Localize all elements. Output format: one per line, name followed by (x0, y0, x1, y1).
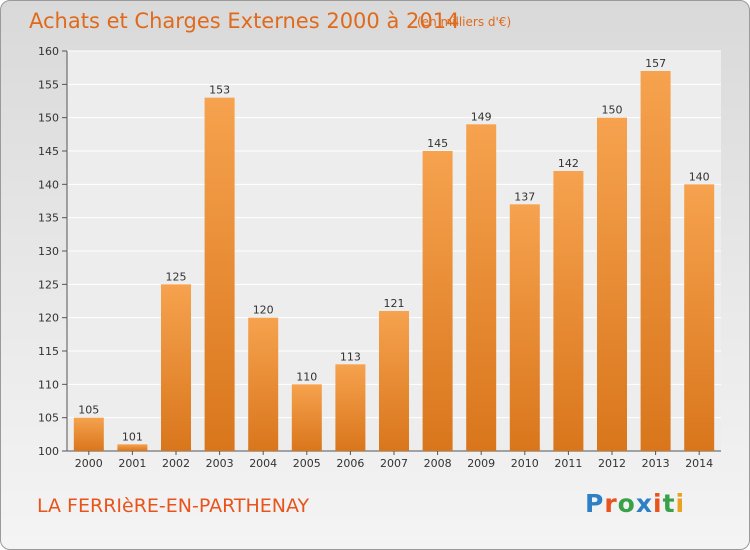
bar-value-label: 142 (558, 157, 579, 170)
chart-subtitle: (en milliers d'€) (417, 15, 512, 29)
bar-value-label: 140 (689, 170, 710, 183)
bar-value-label: 120 (253, 304, 274, 317)
y-tick-label: 115 (38, 345, 59, 358)
bar-value-label: 121 (384, 297, 405, 310)
logo-letter: x (635, 489, 653, 518)
logo-letter: i (653, 489, 663, 518)
x-tick-label: 2001 (118, 457, 146, 470)
bar (553, 171, 584, 451)
y-tick-label: 160 (38, 45, 59, 58)
logo-letter: P (585, 489, 605, 518)
x-tick-label: 2003 (206, 457, 234, 470)
y-tick-label: 120 (38, 312, 59, 325)
x-tick-label: 2010 (511, 457, 539, 470)
y-tick-label: 140 (38, 178, 59, 191)
x-tick-label: 2000 (75, 457, 103, 470)
x-tick-label: 2013 (642, 457, 670, 470)
x-tick-label: 2009 (467, 457, 495, 470)
y-tick-label: 110 (38, 378, 59, 391)
chart-title: Achats et Charges Externes 2000 à 2014 (29, 9, 460, 33)
bar-value-label: 101 (122, 430, 143, 443)
bar-value-label: 150 (602, 104, 623, 117)
bar-value-label: 125 (166, 270, 187, 283)
bar (335, 364, 366, 451)
proxiti-logo: Proxiti (585, 489, 685, 518)
bar (117, 444, 148, 451)
bar (73, 417, 104, 451)
bar-value-label: 157 (645, 57, 666, 70)
x-tick-label: 2006 (336, 457, 364, 470)
x-tick-label: 2012 (598, 457, 626, 470)
x-tick-label: 2004 (249, 457, 277, 470)
bar (640, 71, 671, 451)
bar (684, 184, 715, 452)
bar-value-label: 137 (514, 190, 535, 203)
bar (161, 284, 191, 451)
bar (379, 311, 409, 451)
y-tick-label: 100 (38, 445, 59, 458)
bar-value-label: 110 (296, 370, 317, 383)
bar (204, 97, 235, 452)
x-tick-label: 2011 (554, 457, 582, 470)
x-tick-label: 2014 (685, 457, 713, 470)
commune-name: LA FERRIèRE-EN-PARTHENAY (37, 495, 310, 517)
y-tick-label: 125 (38, 278, 59, 291)
bar-value-label: 105 (78, 404, 99, 417)
x-tick-label: 2007 (380, 457, 408, 470)
bar (597, 117, 627, 452)
logo-letter: r (604, 489, 618, 518)
logo-letter: o (617, 489, 636, 518)
bar (291, 384, 322, 451)
bar (422, 151, 453, 451)
y-tick-label: 105 (38, 412, 59, 425)
x-tick-label: 2005 (293, 457, 321, 470)
bar-value-label: 113 (340, 350, 361, 363)
logo-letter: t (662, 489, 676, 518)
x-tick-label: 2002 (162, 457, 190, 470)
bar-value-label: 149 (471, 110, 492, 123)
y-tick-label: 145 (38, 145, 59, 158)
y-tick-label: 135 (38, 212, 59, 225)
x-tick-label: 2008 (424, 457, 452, 470)
y-tick-label: 150 (38, 112, 59, 125)
y-tick-label: 155 (38, 78, 59, 91)
y-tick-label: 130 (38, 245, 59, 258)
bar-value-label: 145 (427, 137, 448, 150)
bar (509, 204, 540, 451)
bar (466, 124, 497, 451)
bar (248, 317, 279, 451)
bar-value-label: 153 (209, 84, 230, 97)
logo-letter: i (675, 489, 686, 518)
